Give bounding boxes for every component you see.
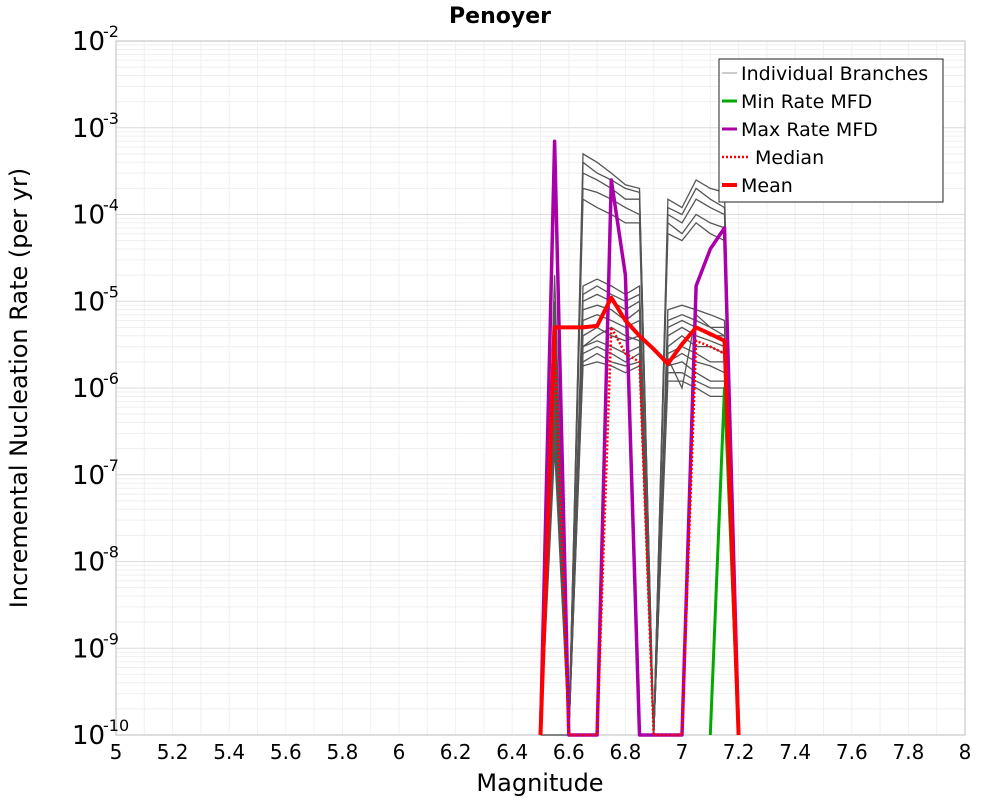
mean-line	[538, 295, 741, 736]
legend: Individual Branches Min Rate MFD Max Rat…	[718, 58, 944, 203]
y-tick-exponent: -3	[103, 109, 119, 128]
x-tick-label: 6.4	[496, 740, 528, 764]
x-tick-label: 5.2	[157, 740, 189, 764]
y-tick-label: 10	[72, 374, 105, 404]
y-tick-exponent: -4	[103, 196, 119, 215]
x-tick-label: 5.8	[326, 740, 358, 764]
y-tick-exponent: -8	[103, 543, 119, 562]
x-tick-label: 5	[110, 740, 123, 764]
y-tick-label: 10	[72, 548, 105, 578]
x-tick-label: 6.6	[553, 740, 585, 764]
y-tick-label: 10	[72, 461, 105, 491]
y-tick-exponent: -9	[103, 629, 119, 648]
x-tick-label: 5.4	[213, 740, 245, 764]
legend-label-branches: Individual Branches	[741, 63, 928, 85]
branch-line	[540, 313, 740, 736]
y-tick-label: 10	[72, 634, 105, 664]
legend-label-min: Min Rate MFD	[741, 91, 872, 113]
y-tick-label: 10	[72, 721, 105, 751]
individual-branches	[539, 152, 740, 736]
y-tick-exponent: -2	[103, 22, 119, 41]
y-axis-label: Incremental Nucleation Rate (per yr)	[5, 168, 33, 608]
y-tick-label: 10	[72, 201, 105, 231]
legend-box	[718, 58, 944, 203]
x-tick-label: 6	[393, 740, 406, 764]
x-tick-label: 7	[676, 740, 689, 764]
x-tick-label: 6.8	[609, 740, 641, 764]
legend-label-max: Max Rate MFD	[741, 119, 878, 141]
y-tick-label: 10	[72, 287, 105, 317]
x-axis-ticks: 5 5.2 5.4 5.6 5.8 6 6.2 6.4 6.6 6.8 7 7.2 7.4 7.6 7.8 8	[110, 740, 972, 764]
summary-series	[538, 139, 741, 737]
y-tick-exponent: -10	[103, 716, 129, 735]
x-tick-label: 6.2	[440, 740, 472, 764]
median-line	[539, 326, 740, 737]
y-tick-exponent: -7	[103, 456, 119, 475]
grid	[115, 41, 966, 736]
branch-line	[539, 198, 740, 736]
x-tick-label: 7.6	[836, 740, 868, 764]
x-tick-label: 7.8	[892, 740, 924, 764]
y-tick-label: 10	[72, 114, 105, 144]
x-tick-label: 7.4	[779, 740, 811, 764]
x-axis-label: Magnitude	[476, 769, 603, 797]
legend-label-median: Median	[755, 147, 824, 169]
x-tick-label: 7.2	[723, 740, 755, 764]
y-tick-exponent: -5	[103, 282, 119, 301]
y-tick-label: 10	[72, 27, 105, 57]
max-rate-mfd-line	[538, 139, 741, 737]
x-tick-label: 8	[959, 740, 972, 764]
legend-label-mean: Mean	[741, 175, 793, 197]
x-tick-label: 5.6	[270, 740, 302, 764]
y-tick-exponent: -6	[103, 369, 119, 388]
chart-title: Penoyer	[449, 4, 551, 29]
